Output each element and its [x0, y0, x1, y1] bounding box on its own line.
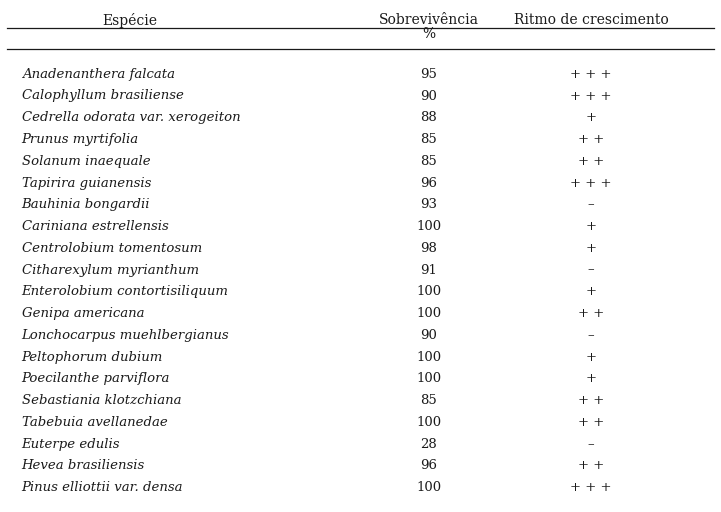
Text: 96: 96	[420, 177, 438, 189]
Text: Hevea brasiliensis: Hevea brasiliensis	[22, 459, 145, 473]
Text: + + +: + + +	[570, 481, 612, 494]
Text: Tabebuia avellanedae: Tabebuia avellanedae	[22, 416, 167, 429]
Text: –: –	[588, 264, 595, 276]
Text: + +: + +	[578, 459, 604, 473]
Text: +: +	[585, 372, 597, 386]
Text: 100: 100	[417, 372, 441, 386]
Text: Bauhinia bongardii: Bauhinia bongardii	[22, 198, 150, 211]
Text: Euterpe edulis: Euterpe edulis	[22, 438, 120, 451]
Text: 100: 100	[417, 416, 441, 429]
Text: Pinus elliottii var. densa: Pinus elliottii var. densa	[22, 481, 183, 494]
Text: Centrolobium tomentosum: Centrolobium tomentosum	[22, 242, 202, 255]
Text: + + +: + + +	[570, 90, 612, 102]
Text: 100: 100	[417, 307, 441, 320]
Text: 100: 100	[417, 351, 441, 364]
Text: 100: 100	[417, 285, 441, 298]
Text: %: %	[423, 27, 435, 41]
Text: 90: 90	[420, 90, 438, 102]
Text: 100: 100	[417, 220, 441, 233]
Text: –: –	[588, 329, 595, 342]
Text: Poecilanthe parviflora: Poecilanthe parviflora	[22, 372, 170, 386]
Text: 98: 98	[420, 242, 438, 255]
Text: Enterolobium contortisiliquum: Enterolobium contortisiliquum	[22, 285, 229, 298]
Text: Genipa americana: Genipa americana	[22, 307, 144, 320]
Text: Citharexylum myrianthum: Citharexylum myrianthum	[22, 264, 199, 276]
Text: +: +	[585, 242, 597, 255]
Text: Ritmo de crescimento: Ritmo de crescimento	[514, 13, 668, 27]
Text: Cariniana estrellensis: Cariniana estrellensis	[22, 220, 169, 233]
Text: Peltophorum dubium: Peltophorum dubium	[22, 351, 163, 364]
Text: 28: 28	[420, 438, 438, 451]
Text: + +: + +	[578, 155, 604, 168]
Text: + + +: + + +	[570, 177, 612, 189]
Text: +: +	[585, 351, 597, 364]
Text: Tapirira guianensis: Tapirira guianensis	[22, 177, 151, 189]
Text: 95: 95	[420, 68, 438, 81]
Text: Prunus myrtifolia: Prunus myrtifolia	[22, 133, 138, 146]
Text: Cedrella odorata var. xerogeiton: Cedrella odorata var. xerogeiton	[22, 111, 240, 124]
Text: 100: 100	[417, 481, 441, 494]
Text: +: +	[585, 220, 597, 233]
Text: 96: 96	[420, 459, 438, 473]
Text: + +: + +	[578, 394, 604, 407]
Text: –: –	[588, 198, 595, 211]
Text: 85: 85	[420, 155, 438, 168]
Text: Solanum inaequale: Solanum inaequale	[22, 155, 150, 168]
Text: +: +	[585, 285, 597, 298]
Text: 93: 93	[420, 198, 438, 211]
Text: + +: + +	[578, 416, 604, 429]
Text: Lonchocarpus muehlbergianus: Lonchocarpus muehlbergianus	[22, 329, 229, 342]
Text: Anadenanthera falcata: Anadenanthera falcata	[22, 68, 174, 81]
Text: 88: 88	[420, 111, 438, 124]
Text: + +: + +	[578, 133, 604, 146]
Text: Calophyllum brasiliense: Calophyllum brasiliense	[22, 90, 184, 102]
Text: 85: 85	[420, 133, 438, 146]
Text: +: +	[585, 111, 597, 124]
Text: Sebastiania klotzchiana: Sebastiania klotzchiana	[22, 394, 181, 407]
Text: 85: 85	[420, 394, 438, 407]
Text: + +: + +	[578, 307, 604, 320]
Text: 90: 90	[420, 329, 438, 342]
Text: Espécie: Espécie	[102, 13, 157, 28]
Text: 91: 91	[420, 264, 438, 276]
Text: Sobrevivência: Sobrevivência	[379, 13, 479, 27]
Text: + + +: + + +	[570, 68, 612, 81]
Text: –: –	[588, 438, 595, 451]
